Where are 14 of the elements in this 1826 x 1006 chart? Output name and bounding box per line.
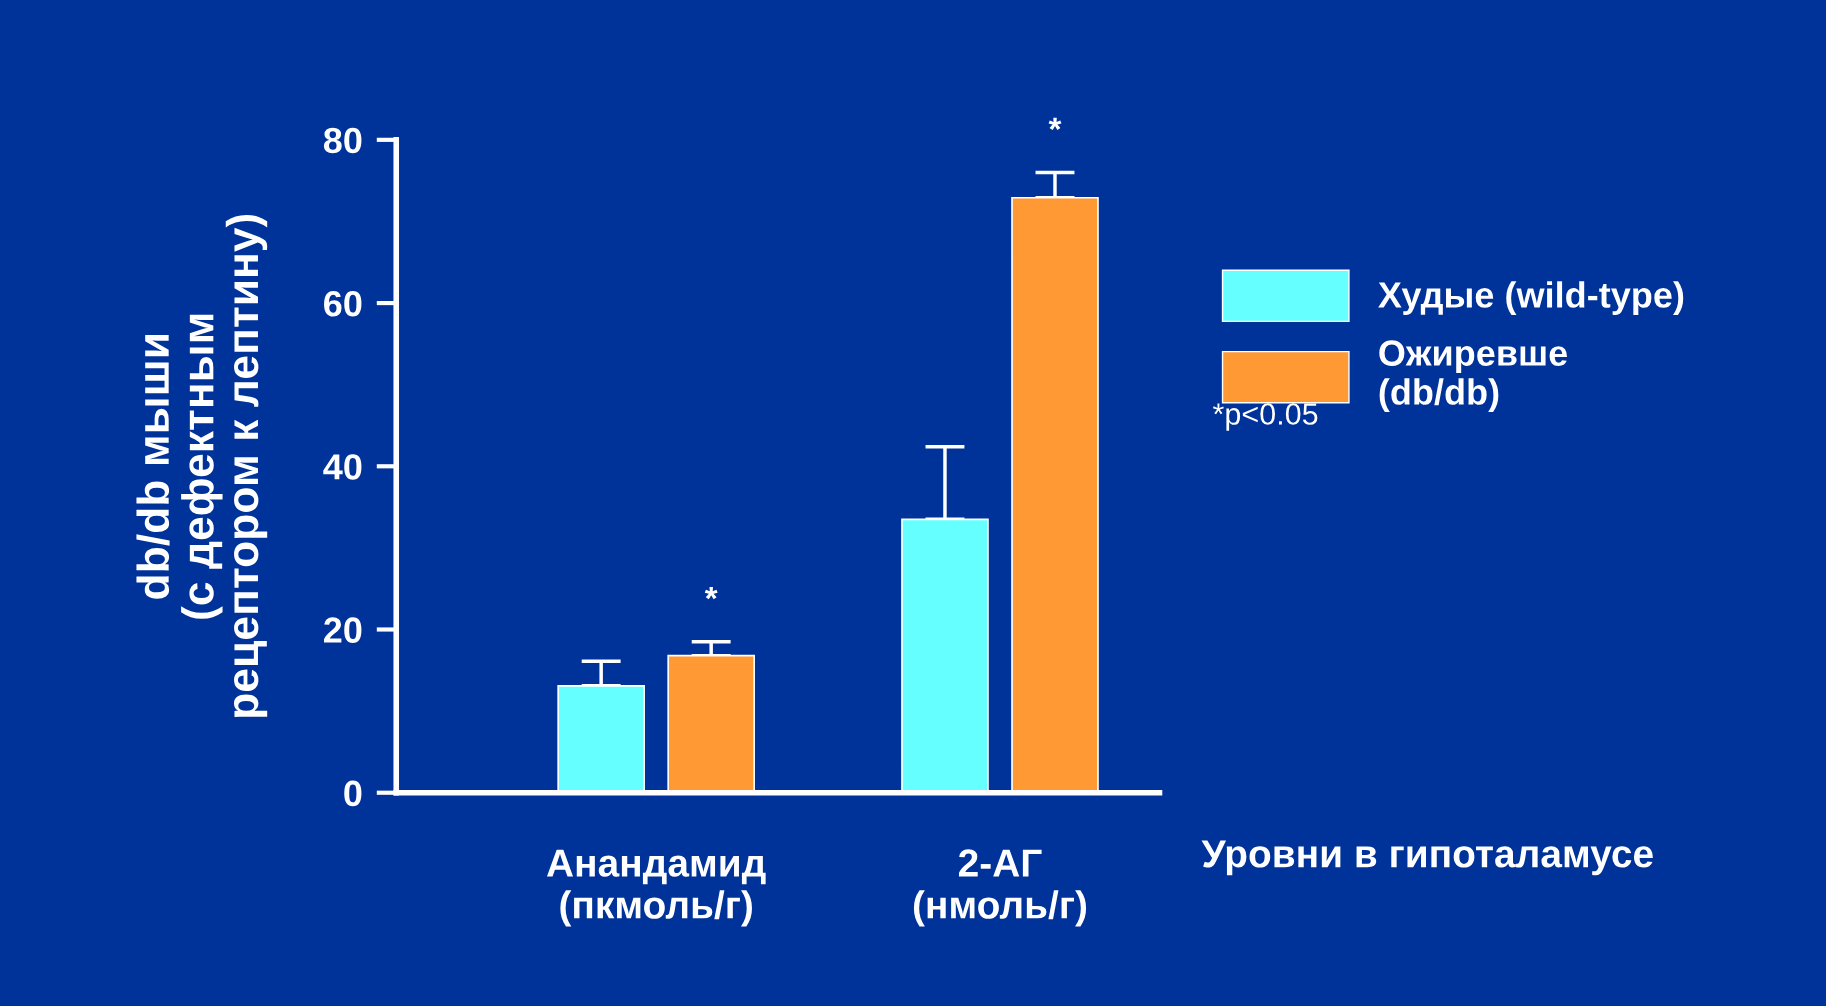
annotation: * — [704, 586, 718, 600]
y-tick-label: 40 — [323, 454, 362, 480]
text: *p<0.05 — [1212, 403, 1318, 431]
x-tick-label: Анандамид (пкмоль/г) — [546, 849, 766, 927]
y-tick-label: 0 — [344, 780, 362, 807]
text: * — [1048, 117, 1062, 131]
y-axis-title: db/db мыши (с дефектным рецептором к лептину) — [136, 214, 268, 717]
x-tick-label: 2-АГ (нмоль/г) — [913, 849, 1087, 927]
y-tick-label: 60 — [324, 290, 362, 317]
legend-label: Худые (wild-type) — [1378, 281, 1684, 315]
legend-label: Ожиревше (db/db) — [1379, 340, 1567, 412]
y-tick-label: 80 — [323, 127, 362, 154]
y-tick-label: 20 — [324, 617, 362, 643]
text: Уровни в гипоталамусе — [1201, 840, 1653, 876]
